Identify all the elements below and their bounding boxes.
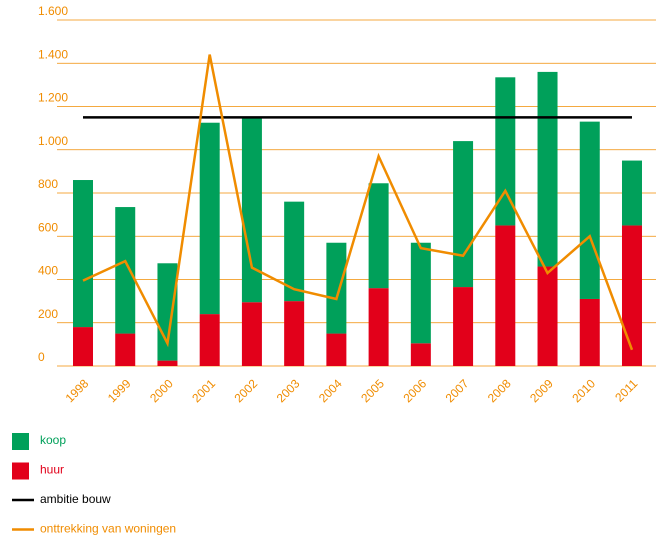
y-tick-label: 1.200 [38,91,68,105]
y-tick-label: 800 [38,177,58,191]
bar [495,77,516,226]
bar [579,298,600,366]
legend-swatch [12,433,29,450]
y-tick-label: 1.400 [38,47,68,61]
bar [199,122,220,315]
x-tick-label: 2002 [232,376,261,405]
x-tick-label: 1998 [63,376,92,405]
bar [241,117,262,303]
x-tick-label: 2010 [569,376,598,405]
x-tick-label: 2006 [400,376,429,405]
bar [621,160,642,226]
line [82,54,634,351]
x-tick-label: 2011 [612,376,640,404]
x-tick-label: 2007 [443,376,472,405]
x-tick-label: 2001 [189,376,218,405]
y-tick-label: 0 [38,350,45,364]
bar [368,183,389,289]
x-tick-label: 2009 [527,376,556,405]
bar [115,333,136,366]
bar [73,327,93,366]
bar [157,360,178,366]
bar [326,333,347,366]
bar [410,343,431,366]
bar [368,288,389,366]
bar [453,287,474,366]
x-tick-label: 2008 [485,376,514,405]
legend-label: koop [40,433,66,447]
y-tick-label: 600 [38,220,58,234]
x-tick-label: 2005 [358,376,387,405]
bar [199,314,220,366]
y-tick-label: 400 [38,264,58,278]
bar [453,141,474,288]
legend-label: onttrekking van woningen [40,522,176,535]
bar [284,301,305,366]
bar [537,266,558,366]
legend-swatch [12,462,29,480]
bar [410,242,431,344]
bar [621,225,642,366]
y-tick-label: 1.000 [38,134,68,148]
y-tick-label: 200 [38,307,58,321]
legend-label: ambitie bouw [40,492,111,506]
x-tick-label: 2003 [274,376,303,405]
bar [284,201,305,302]
x-tick-label: 2004 [316,376,345,405]
bar [73,180,93,328]
x-tick-label: 2000 [147,376,176,405]
bar [115,207,136,334]
bar [241,302,262,366]
bar [495,225,516,366]
legend-label: huur [40,463,64,477]
bar [579,121,600,299]
y-tick-label: 1.600 [38,4,68,18]
x-tick-label: 1999 [105,376,134,405]
bar [537,71,558,267]
bar [326,242,347,334]
